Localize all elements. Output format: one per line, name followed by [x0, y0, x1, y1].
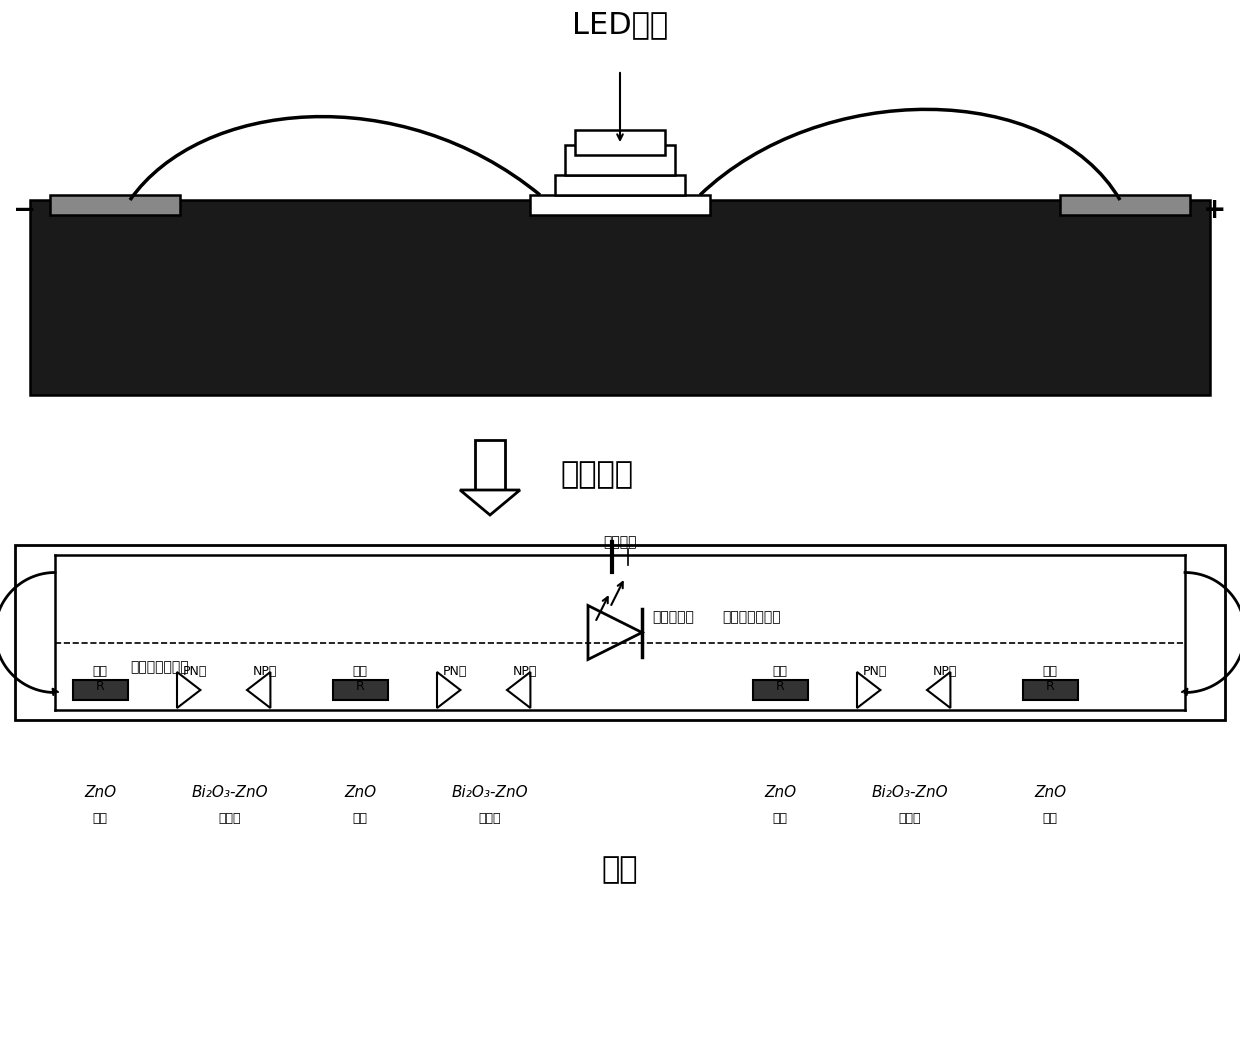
- Text: 单连
R: 单连 R: [773, 665, 787, 693]
- Text: 单连
R: 单连 R: [1043, 665, 1058, 693]
- Text: Bi₂O₃-ZnO: Bi₂O₃-ZnO: [192, 785, 268, 800]
- Text: 电极: 电极: [1043, 812, 1058, 826]
- Text: 单连
R: 单连 R: [352, 665, 367, 693]
- Bar: [753, 680, 808, 700]
- Bar: [565, 145, 675, 175]
- Text: 氧化锌层电极端: 氧化锌层电极端: [130, 661, 188, 674]
- Bar: [15, 545, 1225, 720]
- Text: PN结: PN结: [182, 665, 207, 678]
- Text: ZnO: ZnO: [764, 785, 796, 800]
- Polygon shape: [928, 672, 950, 708]
- Text: ZnO: ZnO: [84, 785, 117, 800]
- Bar: [1023, 680, 1078, 700]
- Text: 电极: 电极: [352, 812, 367, 826]
- Text: +: +: [1203, 196, 1226, 224]
- Text: 电极: 电极: [773, 812, 787, 826]
- Polygon shape: [436, 672, 460, 708]
- Bar: [30, 200, 1210, 395]
- Text: 电极: 电极: [93, 812, 108, 826]
- Text: Bi₂O₃-ZnO: Bi₂O₃-ZnO: [451, 785, 528, 800]
- Text: 中间层: 中间层: [218, 812, 242, 826]
- Bar: [475, 440, 505, 490]
- Text: 中间层: 中间层: [899, 812, 921, 826]
- Text: NP结: NP结: [932, 665, 957, 678]
- Polygon shape: [460, 490, 520, 515]
- Text: 中间层: 中间层: [479, 812, 501, 826]
- Polygon shape: [588, 606, 642, 660]
- Bar: [529, 194, 711, 215]
- Text: ZnO: ZnO: [1034, 785, 1066, 800]
- Text: 等效电路: 等效电路: [560, 461, 632, 489]
- Bar: [1060, 194, 1190, 215]
- Bar: [50, 194, 180, 215]
- Text: Bi₂O₃-ZnO: Bi₂O₃-ZnO: [872, 785, 949, 800]
- Polygon shape: [857, 672, 880, 708]
- Text: 发光二极管: 发光二极管: [652, 611, 694, 625]
- Text: 氧化锌层电极端: 氧化锌层电极端: [722, 611, 781, 625]
- Text: PN结: PN结: [863, 665, 887, 678]
- Text: NP结: NP结: [513, 665, 537, 678]
- Text: PN结: PN结: [443, 665, 467, 678]
- Polygon shape: [177, 672, 201, 708]
- Text: 馈入电源: 馈入电源: [603, 535, 637, 549]
- Text: LED芯片: LED芯片: [572, 11, 668, 39]
- Bar: [575, 130, 665, 155]
- Text: NP结: NP结: [253, 665, 278, 678]
- Bar: [334, 680, 388, 700]
- Text: ZnO: ZnO: [343, 785, 376, 800]
- Text: 单连
R: 单连 R: [93, 665, 108, 693]
- Text: 基板: 基板: [601, 855, 639, 885]
- Bar: [556, 175, 684, 194]
- Polygon shape: [507, 672, 531, 708]
- Bar: [73, 680, 128, 700]
- Polygon shape: [247, 672, 270, 708]
- Text: −: −: [14, 196, 37, 224]
